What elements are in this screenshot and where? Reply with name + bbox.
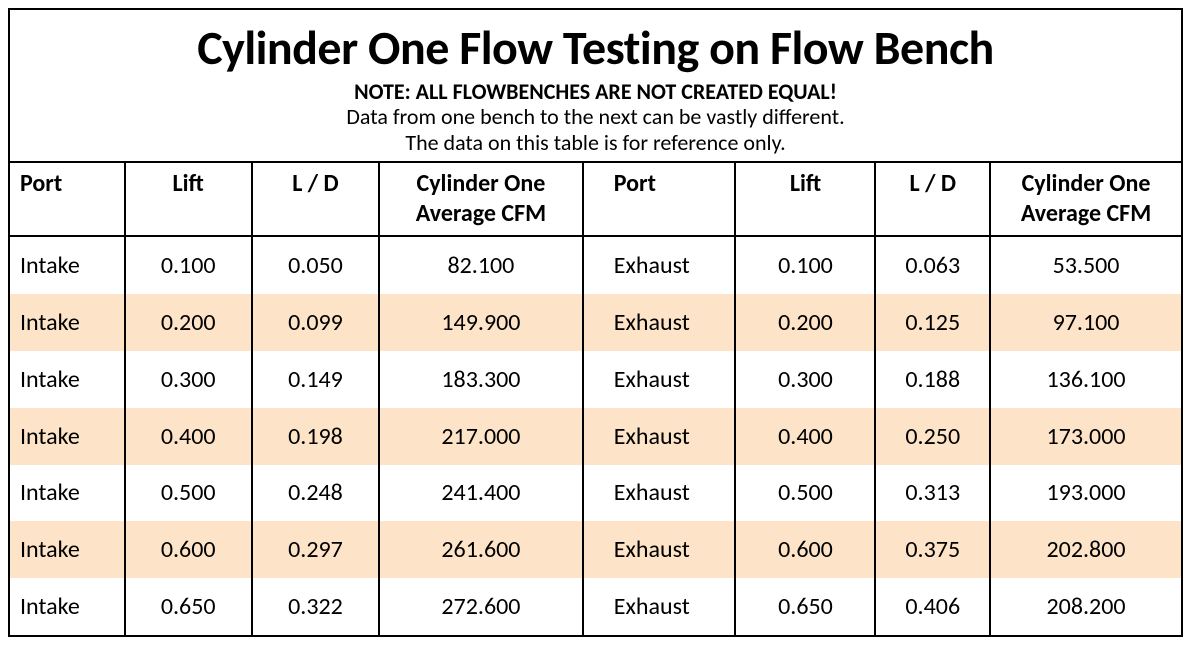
- cell-port: Intake: [10, 294, 125, 351]
- cell-ld: 0.198: [252, 408, 379, 465]
- cell-ld2: 0.406: [875, 578, 990, 635]
- table-row: Intake0.6500.322272.600Exhaust0.6500.406…: [10, 578, 1181, 635]
- cell-port2: Exhaust: [583, 465, 736, 522]
- table-container: Cylinder One Flow Testing on Flow Bench …: [8, 8, 1183, 637]
- cell-lift: 0.200: [125, 294, 252, 351]
- cell-port: Intake: [10, 236, 125, 294]
- cell-port2: Exhaust: [583, 521, 736, 578]
- cell-lift: 0.650: [125, 578, 252, 635]
- cell-cfm2: 202.800: [990, 521, 1181, 578]
- cell-lift2: 0.500: [735, 465, 875, 522]
- note-bold: NOTE: ALL FLOWBENCHES ARE NOT CREATED EQ…: [20, 79, 1171, 104]
- cell-cfm2: 193.000: [990, 465, 1181, 522]
- cell-cfm2: 136.100: [990, 351, 1181, 408]
- table-row: Intake0.4000.198217.000Exhaust0.4000.250…: [10, 408, 1181, 465]
- cell-port: Intake: [10, 578, 125, 635]
- cell-ld: 0.248: [252, 465, 379, 522]
- cell-cfm: 149.900: [379, 294, 583, 351]
- cell-ld: 0.322: [252, 578, 379, 635]
- cell-cfm: 272.600: [379, 578, 583, 635]
- cell-cfm: 183.300: [379, 351, 583, 408]
- cell-cfm2: 208.200: [990, 578, 1181, 635]
- cell-lift: 0.100: [125, 236, 252, 294]
- table-row: Intake0.1000.05082.100Exhaust0.1000.0635…: [10, 236, 1181, 294]
- table-row: Intake0.2000.099149.900Exhaust0.2000.125…: [10, 294, 1181, 351]
- cell-lift: 0.500: [125, 465, 252, 522]
- cell-ld: 0.050: [252, 236, 379, 294]
- note-line-1: Data from one bench to the next can be v…: [20, 104, 1171, 129]
- col-lift: Lift: [125, 163, 252, 236]
- cell-port2: Exhaust: [583, 351, 736, 408]
- flow-table: Port Lift L / D Cylinder One Average CFM…: [10, 163, 1181, 635]
- cell-lift2: 0.400: [735, 408, 875, 465]
- cell-cfm2: 53.500: [990, 236, 1181, 294]
- col-cfm: Cylinder One Average CFM: [379, 163, 583, 236]
- note-line-2: The data on this table is for reference …: [20, 130, 1171, 155]
- table-row: Intake0.5000.248241.400Exhaust0.5000.313…: [10, 465, 1181, 522]
- col-cfm2: Cylinder One Average CFM: [990, 163, 1181, 236]
- col-lift2: Lift: [735, 163, 875, 236]
- cell-lift2: 0.600: [735, 521, 875, 578]
- cell-port2: Exhaust: [583, 408, 736, 465]
- cell-lift: 0.400: [125, 408, 252, 465]
- cell-lift2: 0.300: [735, 351, 875, 408]
- col-ld: L / D: [252, 163, 379, 236]
- cell-ld2: 0.375: [875, 521, 990, 578]
- cell-port2: Exhaust: [583, 236, 736, 294]
- col-port2: Port: [583, 163, 736, 236]
- table-row: Intake0.3000.149183.300Exhaust0.3000.188…: [10, 351, 1181, 408]
- cell-port: Intake: [10, 351, 125, 408]
- table-body: Intake0.1000.05082.100Exhaust0.1000.0635…: [10, 236, 1181, 635]
- cell-ld: 0.099: [252, 294, 379, 351]
- cell-lift2: 0.650: [735, 578, 875, 635]
- cell-ld2: 0.188: [875, 351, 990, 408]
- cell-ld: 0.149: [252, 351, 379, 408]
- cell-lift2: 0.200: [735, 294, 875, 351]
- cell-ld2: 0.063: [875, 236, 990, 294]
- cell-lift: 0.600: [125, 521, 252, 578]
- cell-port2: Exhaust: [583, 294, 736, 351]
- cell-ld2: 0.250: [875, 408, 990, 465]
- cell-cfm: 241.400: [379, 465, 583, 522]
- cell-lift2: 0.100: [735, 236, 875, 294]
- cell-cfm: 261.600: [379, 521, 583, 578]
- col-ld2: L / D: [875, 163, 990, 236]
- cell-lift: 0.300: [125, 351, 252, 408]
- cell-cfm: 82.100: [379, 236, 583, 294]
- cell-ld2: 0.313: [875, 465, 990, 522]
- header-block: Cylinder One Flow Testing on Flow Bench …: [10, 10, 1181, 163]
- cell-port2: Exhaust: [583, 578, 736, 635]
- cell-ld: 0.297: [252, 521, 379, 578]
- page-title: Cylinder One Flow Testing on Flow Bench: [20, 18, 1171, 77]
- cell-port: Intake: [10, 465, 125, 522]
- table-row: Intake0.6000.297261.600Exhaust0.6000.375…: [10, 521, 1181, 578]
- col-port: Port: [10, 163, 125, 236]
- cell-cfm: 217.000: [379, 408, 583, 465]
- header-row: Port Lift L / D Cylinder One Average CFM…: [10, 163, 1181, 236]
- cell-port: Intake: [10, 408, 125, 465]
- cell-cfm2: 173.000: [990, 408, 1181, 465]
- cell-port: Intake: [10, 521, 125, 578]
- cell-ld2: 0.125: [875, 294, 990, 351]
- cell-cfm2: 97.100: [990, 294, 1181, 351]
